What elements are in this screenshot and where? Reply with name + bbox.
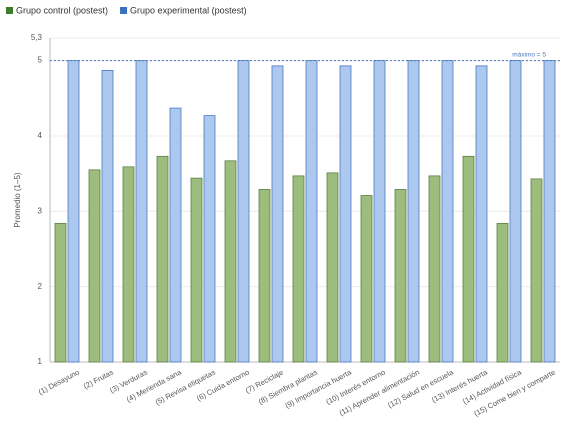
bar bbox=[462, 155, 475, 363]
bar bbox=[441, 60, 454, 363]
legend-label: Grupo experimental (postest) bbox=[130, 5, 247, 15]
bar bbox=[407, 60, 420, 363]
bar bbox=[373, 60, 386, 363]
bar bbox=[169, 107, 182, 363]
bar bbox=[237, 60, 250, 363]
legend-swatch bbox=[6, 7, 13, 14]
reference-label: máximo = 5 bbox=[512, 51, 546, 58]
bar bbox=[530, 178, 543, 363]
bar bbox=[428, 175, 441, 363]
bar bbox=[339, 65, 352, 363]
y-axis-label: Promedio (1–5) bbox=[13, 172, 22, 227]
bar bbox=[292, 175, 305, 363]
bar bbox=[360, 195, 373, 363]
bar bbox=[543, 60, 556, 363]
bar bbox=[156, 155, 169, 363]
bar bbox=[101, 70, 114, 363]
y-tick-label: 2 bbox=[38, 282, 43, 291]
bar bbox=[326, 172, 339, 363]
bar bbox=[224, 160, 237, 363]
bar bbox=[135, 60, 148, 363]
bar bbox=[122, 166, 135, 363]
bar bbox=[258, 189, 271, 363]
bar bbox=[271, 65, 284, 363]
bar bbox=[190, 177, 203, 363]
bar bbox=[305, 60, 318, 363]
legend: Grupo control (postest) Grupo experimenta… bbox=[6, 5, 247, 15]
legend-label: Grupo control (postest) bbox=[16, 5, 108, 15]
bar bbox=[496, 222, 509, 363]
y-tick-label: 4 bbox=[38, 131, 43, 140]
bar bbox=[54, 222, 67, 363]
bar bbox=[203, 115, 216, 363]
bar bbox=[67, 60, 80, 363]
y-tick-label: 5 bbox=[38, 56, 43, 65]
bar bbox=[88, 169, 101, 363]
x-tick-label: (5) Revisa etiquetas bbox=[154, 367, 217, 406]
bar bbox=[394, 189, 407, 363]
legend-swatch bbox=[120, 7, 128, 14]
y-tick-label: 1 bbox=[38, 357, 43, 366]
bar bbox=[475, 65, 488, 363]
x-tick-label: (1) Desayuno bbox=[37, 368, 81, 397]
bar bbox=[509, 60, 522, 363]
y-tick-label: 5,3 bbox=[31, 33, 43, 42]
y-tick-label: 3 bbox=[38, 206, 43, 215]
